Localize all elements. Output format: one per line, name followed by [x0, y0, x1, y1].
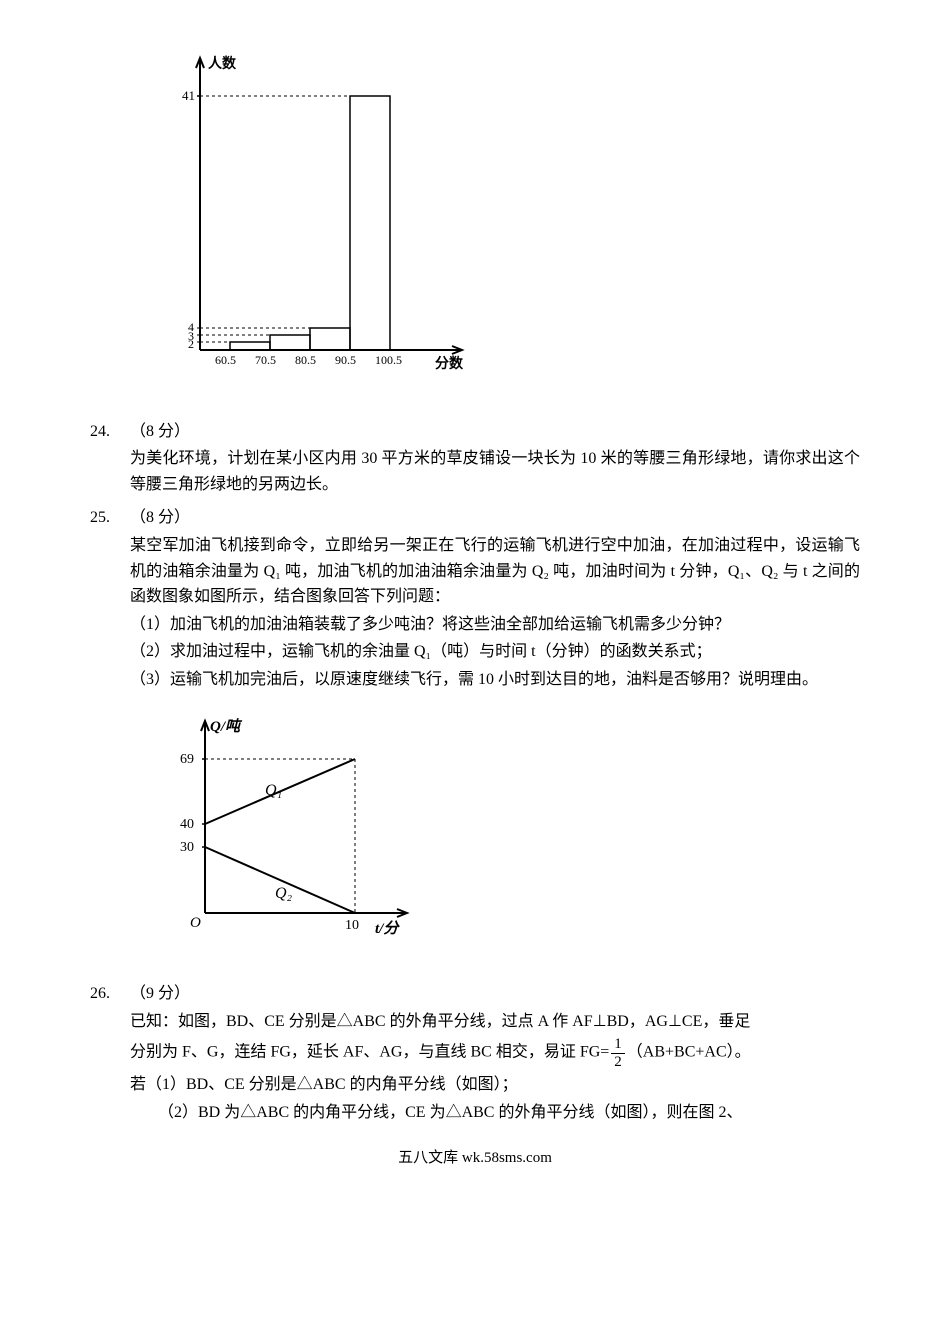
problem-intro-line1: 已知：如图，BD、CE 分别是△ABC 的外角平分线，过点 A 作 AF⊥BD，… [130, 1009, 860, 1035]
svg-text:100.5: 100.5 [375, 353, 402, 367]
svg-text:69: 69 [180, 752, 194, 767]
svg-text:30: 30 [180, 840, 194, 855]
svg-text:10: 10 [345, 918, 359, 933]
problem-sub2: （2）BD 为△ABC 的内角平分线，CE 为△ABC 的外角平分线（如图），则… [130, 1100, 860, 1126]
histogram-chart: 人数 分数 41 4 3 2 60.5 70.5 80.5 90.5 100.5 [160, 50, 860, 389]
problem-24: 24. （8 分） 为美化环境，计划在某小区内用 30 平方米的草皮铺设一块长为… [90, 419, 860, 498]
problem-points: （8 分） [130, 419, 190, 445]
problem-sub1: （1）加油飞机的加油油箱装载了多少吨油？将这些油全部加给运输飞机需多少分钟？ [130, 612, 860, 638]
problem-intro-line2: 分别为 F、G，连结 FG，延长 AF、AG，与直线 BC 相交，易证 FG=1… [130, 1036, 860, 1070]
fraction: 12 [611, 1036, 625, 1070]
x-axis-label: 分数 [435, 355, 464, 372]
page-footer: 五八文库 wk.58sms.com [90, 1146, 860, 1170]
svg-text:70.5: 70.5 [255, 353, 276, 367]
problem-points: （9 分） [130, 981, 190, 1007]
svg-text:2: 2 [188, 337, 194, 351]
problem-25-body: 某空军加油飞机接到命令，立即给另一架正在飞行的运输飞机进行空中加油，在加油过程中… [90, 533, 860, 693]
problem-26: 26. （9 分） 已知：如图，BD、CE 分别是△ABC 的外角平分线，过点 … [90, 981, 860, 1125]
problem-points: （8 分） [130, 505, 190, 531]
svg-text:40: 40 [180, 817, 194, 832]
problem-25-header: 25. （8 分） [90, 505, 860, 531]
x-axis-label: t/分 [375, 920, 400, 937]
svg-text:90.5: 90.5 [335, 353, 356, 367]
svg-text:60.5: 60.5 [215, 353, 236, 367]
problem-intro: 某空军加油飞机接到命令，立即给另一架正在飞行的运输飞机进行空中加油，在加油过程中… [130, 533, 860, 610]
problem-sub3: （3）运输飞机加完油后，以原速度继续飞行，需 10 小时到达目的地，油料是否够用… [130, 667, 860, 693]
svg-text:41: 41 [182, 88, 195, 103]
q1-label: Q₁ [265, 782, 282, 799]
problem-text: 为美化环境，计划在某小区内用 30 平方米的草皮铺设一块长为 10 米的等腰三角… [130, 446, 860, 497]
problem-24-header: 24. （8 分） [90, 419, 860, 445]
problem-sub2: （2）求加油过程中，运输飞机的余油量 Q₁（吨）与时间 t（分钟）的函数关系式； [130, 639, 860, 665]
y-axis-label: 人数 [208, 55, 237, 72]
histogram-svg: 人数 分数 41 4 3 2 60.5 70.5 80.5 90.5 100.5 [160, 50, 470, 380]
line-chart: Q/吨 t/分 O 69 40 30 10 Q₁ Q₂ [160, 713, 860, 952]
problem-number: 24. [90, 419, 130, 445]
origin-label: O [190, 915, 201, 931]
problem-number: 26. [90, 981, 130, 1007]
problem-26-body: 已知：如图，BD、CE 分别是△ABC 的外角平分线，过点 A 作 AF⊥BD，… [90, 1009, 860, 1126]
q2-label: Q₂ [275, 885, 293, 902]
problem-25: 25. （8 分） 某空军加油飞机接到命令，立即给另一架正在飞行的运输飞机进行空… [90, 505, 860, 692]
problem-sub1: 若（1）BD、CE 分别是△ABC 的内角平分线（如图）； [130, 1072, 860, 1098]
svg-text:80.5: 80.5 [295, 353, 316, 367]
line-chart-svg: Q/吨 t/分 O 69 40 30 10 Q₁ Q₂ [160, 713, 420, 943]
problem-24-body: 为美化环境，计划在某小区内用 30 平方米的草皮铺设一块长为 10 米的等腰三角… [90, 446, 860, 497]
problem-number: 25. [90, 505, 130, 531]
problem-26-header: 26. （9 分） [90, 981, 860, 1007]
y-axis-label: Q/吨 [210, 718, 243, 735]
